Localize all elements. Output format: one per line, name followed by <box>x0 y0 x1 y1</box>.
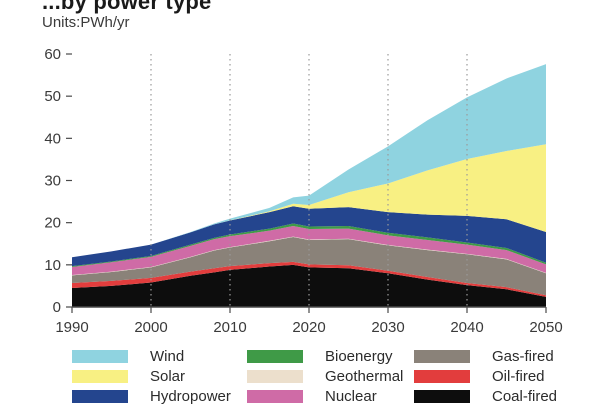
y-tick-label: 40 <box>44 130 61 147</box>
x-tick-label: 1990 <box>55 319 88 336</box>
grid-layer <box>150 54 468 307</box>
legend-swatch <box>414 369 470 383</box>
area-coal-fired <box>72 264 546 307</box>
y-tick-label: 60 <box>44 46 61 63</box>
area-nuclear <box>72 226 546 275</box>
area-gas-fired <box>72 237 546 296</box>
legend-label: Bioenergy <box>325 347 393 365</box>
area-oil-fired <box>72 261 546 297</box>
legend-item-gas-fired: Gas-fired <box>414 345 554 367</box>
area-wind <box>72 64 546 258</box>
legend-item-bioenergy: Bioenergy <box>247 345 393 367</box>
legend-item-solar: Solar <box>72 365 185 387</box>
legend-label: Nuclear <box>325 387 377 405</box>
y-tick-label: 30 <box>44 173 61 190</box>
legend-item-hydropower: Hydropower <box>72 385 231 407</box>
legend-swatch <box>72 369 128 383</box>
legend-label: Coal-fired <box>492 387 558 405</box>
legend-swatch <box>72 349 128 363</box>
x-tick-label: 2000 <box>134 319 167 336</box>
legend-item-geothermal: Geothermal <box>247 365 403 387</box>
legend-swatch <box>72 389 128 403</box>
area-solar <box>72 144 546 258</box>
chart-title: ...by power type <box>42 0 212 14</box>
y-tick-label: 10 <box>44 257 61 274</box>
legend-item-oil-fired: Oil-fired <box>414 365 545 387</box>
legend-item-coal-fired: Coal-fired <box>414 385 557 407</box>
legend-label: Solar <box>150 367 186 385</box>
legend-swatch <box>247 389 303 403</box>
x-tick-label: 2010 <box>213 319 246 336</box>
x-tick-label: 2030 <box>371 319 404 336</box>
legend-item-nuclear: Nuclear <box>247 385 377 407</box>
legend-item-wind: Wind <box>72 345 184 367</box>
legend-label: Wind <box>150 347 185 365</box>
x-tick-label: 2020 <box>292 319 325 336</box>
legend-swatch <box>247 369 303 383</box>
area-hydropower <box>72 206 546 267</box>
legend-swatch <box>247 349 303 363</box>
legend-swatch <box>414 349 470 363</box>
y-tick-label: 50 <box>44 88 61 105</box>
y-tick-label: 20 <box>44 215 61 232</box>
units-label: Units:PWh/yr <box>42 14 130 31</box>
legend-label: Hydropower <box>150 387 231 405</box>
x-tick-label: 2040 <box>450 319 483 336</box>
y-tick-label: 0 <box>53 299 61 316</box>
area-layer <box>72 64 546 307</box>
legend-swatch <box>414 389 470 403</box>
x-tick-label: 2050 <box>529 319 562 336</box>
legend-label: Geothermal <box>325 367 404 385</box>
legend-label: Oil-fired <box>492 367 545 385</box>
legend-label: Gas-fired <box>492 347 554 365</box>
